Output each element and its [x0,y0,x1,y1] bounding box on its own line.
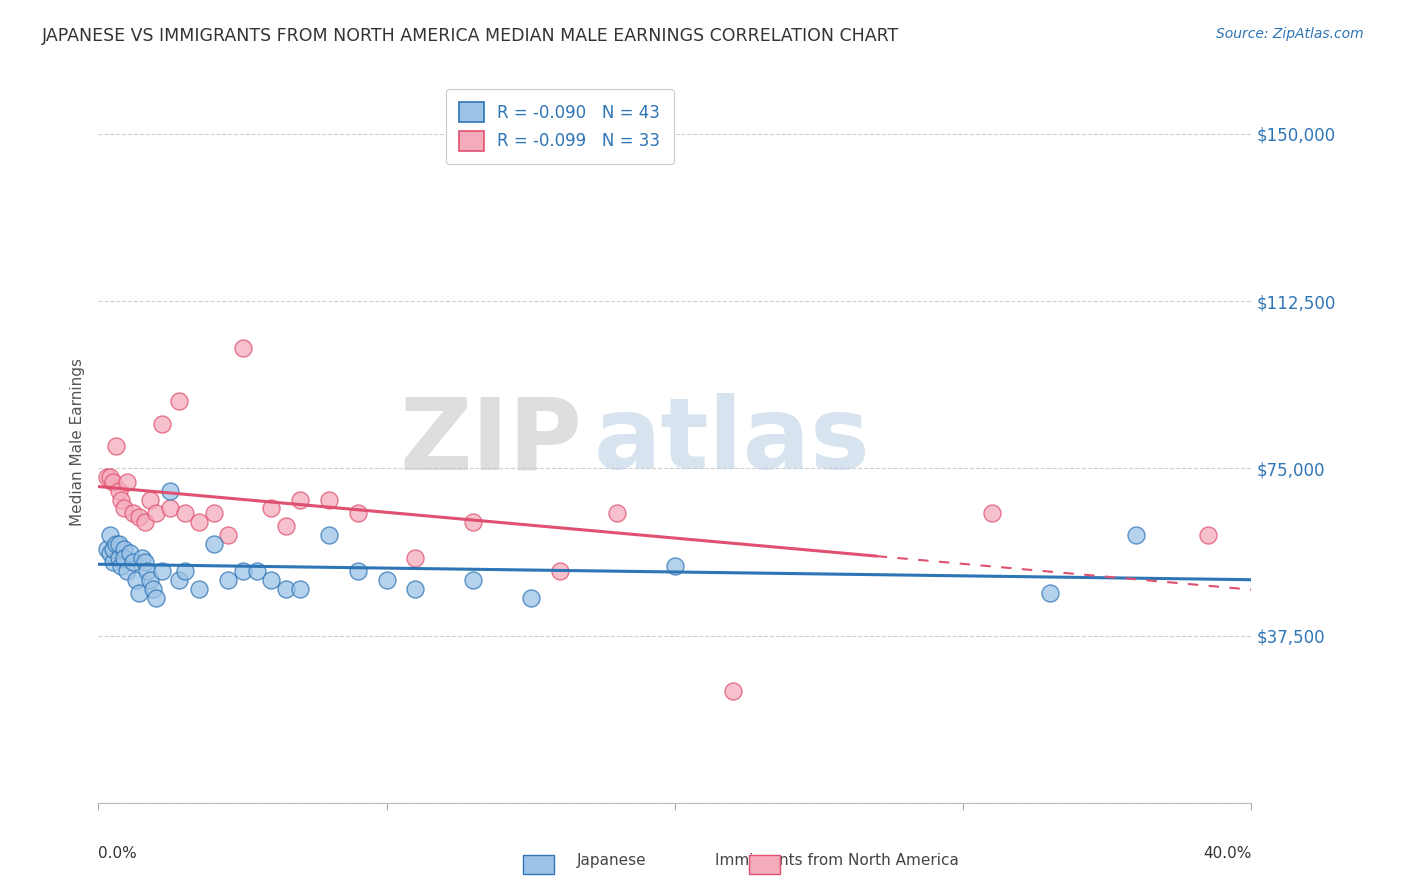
Point [120,546,142,560]
Point [664,559,686,574]
Point [110,492,132,507]
Point [107,537,129,551]
Point [145,506,167,520]
Point [202,537,225,551]
Text: JAPANESE VS IMMIGRANTS FROM NORTH AMERICA MEDIAN MALE EARNINGS CORRELATION CHART: JAPANESE VS IMMIGRANTS FROM NORTH AMERIC… [42,27,900,45]
Point [107,483,129,498]
Point [136,564,159,578]
Text: ZIP: ZIP [399,393,582,490]
Text: Japanese: Japanese [576,854,647,868]
Point [188,515,211,529]
Point [107,550,129,565]
Point [318,528,340,542]
Point [202,506,225,520]
Text: 40.0%: 40.0% [1204,847,1251,861]
Point [117,475,139,489]
Point [159,501,181,516]
Point [260,501,283,516]
Point [150,417,173,431]
Point [231,564,254,578]
Point [104,439,127,453]
Point [125,573,148,587]
Point [260,573,283,587]
Point [96,470,118,484]
Point [274,519,297,533]
Point [1039,586,1062,600]
Point [721,684,744,698]
Point [461,573,484,587]
Point [101,541,124,556]
Point [98,546,121,560]
Point [375,573,398,587]
Point [101,475,124,489]
Point [104,537,127,551]
Point [110,559,132,574]
Point [145,591,167,605]
Point [142,582,165,596]
Point [1197,528,1219,542]
Point [117,564,139,578]
Point [98,528,121,542]
Point [96,541,118,556]
Point [290,582,312,596]
Point [167,394,190,409]
Legend: R = -0.090   N = 43, R = -0.099   N = 33: R = -0.090 N = 43, R = -0.099 N = 33 [446,88,673,164]
Point [318,492,340,507]
Point [548,564,571,578]
Point [217,528,239,542]
Point [461,515,484,529]
Point [174,506,197,520]
Text: Immigrants from North America: Immigrants from North America [714,854,959,868]
Point [405,582,427,596]
Point [217,573,239,587]
Point [134,555,156,569]
Point [174,564,197,578]
Point [274,582,297,596]
Point [134,515,156,529]
Text: atlas: atlas [595,393,870,490]
Point [290,492,312,507]
Point [167,573,190,587]
Point [112,501,135,516]
Point [520,591,543,605]
Point [139,492,162,507]
Point [128,586,150,600]
Point [112,541,135,556]
Point [346,564,368,578]
Point [246,564,269,578]
Point [405,550,427,565]
Point [122,555,145,569]
Point [139,573,162,587]
Point [1125,528,1147,542]
Point [112,550,135,565]
Point [150,564,173,578]
Point [188,582,211,596]
Point [101,555,124,569]
Point [131,550,153,565]
Point [122,506,145,520]
Point [159,483,181,498]
Text: 0.0%: 0.0% [98,847,138,861]
Point [606,506,628,520]
Y-axis label: Median Male Earnings: Median Male Earnings [69,358,84,525]
Point [128,510,150,524]
Point [981,506,1004,520]
Point [98,470,121,484]
Point [346,506,368,520]
Point [231,341,254,355]
Text: Source: ZipAtlas.com: Source: ZipAtlas.com [1216,27,1364,41]
